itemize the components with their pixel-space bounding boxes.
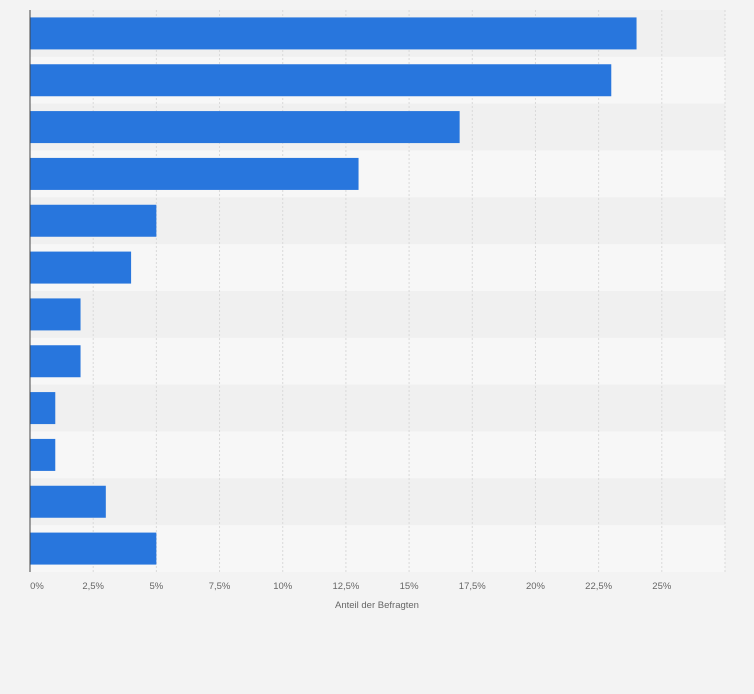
bar (30, 392, 56, 425)
bars (30, 17, 637, 565)
x-tick-label: 15% (400, 581, 420, 592)
x-tick-label: 12,5% (332, 581, 359, 592)
row-band (30, 244, 725, 291)
bar (30, 438, 56, 471)
row-band (30, 337, 725, 385)
x-tick-label: 17,5% (459, 581, 486, 592)
x-tick-label: 22,5% (585, 581, 612, 592)
x-tick-label: 7,5% (209, 581, 231, 592)
grid-lines (92, 10, 726, 572)
x-axis-label: Anteil der Befragten (335, 600, 419, 611)
x-tick-label: 5% (149, 581, 163, 592)
bar (30, 485, 106, 518)
x-tick-label: 20% (526, 581, 546, 592)
row-band (30, 384, 725, 432)
x-tick-label: 25% (652, 581, 672, 592)
row-band (30, 291, 725, 338)
bar (30, 204, 157, 237)
bar (30, 345, 81, 378)
bar (30, 17, 637, 50)
x-tick-label: 0% (30, 581, 44, 592)
bar (30, 251, 132, 284)
bar (30, 111, 460, 144)
x-tick-labels: 0% 2,5% 5% 7,5% 10% 12,5% 15% 17,5% 20% 22,5% 25% (30, 581, 672, 592)
x-tick-label: 2,5% (82, 581, 104, 592)
bar (30, 157, 359, 190)
bar (30, 64, 612, 97)
row-band (30, 478, 725, 526)
x-tick-label: 10% (273, 581, 293, 592)
row-band (30, 431, 725, 479)
bar (30, 532, 157, 565)
bar (30, 298, 81, 331)
